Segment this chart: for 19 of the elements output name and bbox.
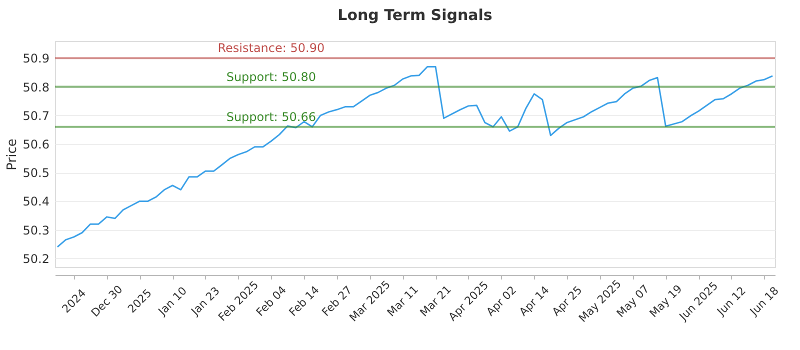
y-tick-label: 50.7 <box>22 108 50 123</box>
ref-line-label: Resistance: 50.90 <box>218 41 325 56</box>
y-tick-label: 50.5 <box>22 166 50 180</box>
x-tick-label: Feb 14 <box>286 283 322 319</box>
line-series <box>56 66 774 248</box>
y-tick-label: 50.4 <box>22 194 50 209</box>
y-tick-label: 50.2 <box>22 252 50 266</box>
x-tick-label: Jun 18 <box>746 284 782 319</box>
x-tick-label: Apr 14 <box>516 284 552 319</box>
y-tick-label: 50.3 <box>22 223 50 238</box>
x-tick-label: Jan 10 <box>155 284 190 319</box>
y-tick-label: 50.9 <box>22 52 50 66</box>
ref-line-label: Support: 50.66 <box>226 110 316 124</box>
y-axis-title: Price <box>4 138 20 170</box>
y-tick-label: 50.6 <box>22 137 50 152</box>
ref-line-label: Support: 50.80 <box>226 70 316 84</box>
chart-title: Long Term Signals <box>338 6 492 24</box>
x-tick-label: Dec 30 <box>88 282 126 320</box>
y-tick-label: 50.8 <box>22 80 50 94</box>
